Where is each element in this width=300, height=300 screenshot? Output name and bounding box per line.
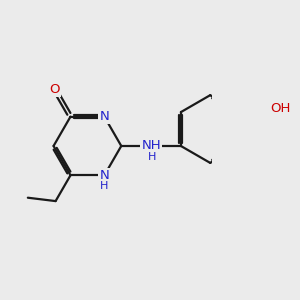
Text: N: N — [100, 169, 109, 182]
Text: NH: NH — [141, 140, 161, 152]
Text: H: H — [148, 152, 156, 162]
Text: H: H — [100, 181, 109, 191]
Text: N: N — [100, 110, 109, 123]
Text: OH: OH — [271, 102, 291, 115]
Text: O: O — [50, 83, 60, 96]
